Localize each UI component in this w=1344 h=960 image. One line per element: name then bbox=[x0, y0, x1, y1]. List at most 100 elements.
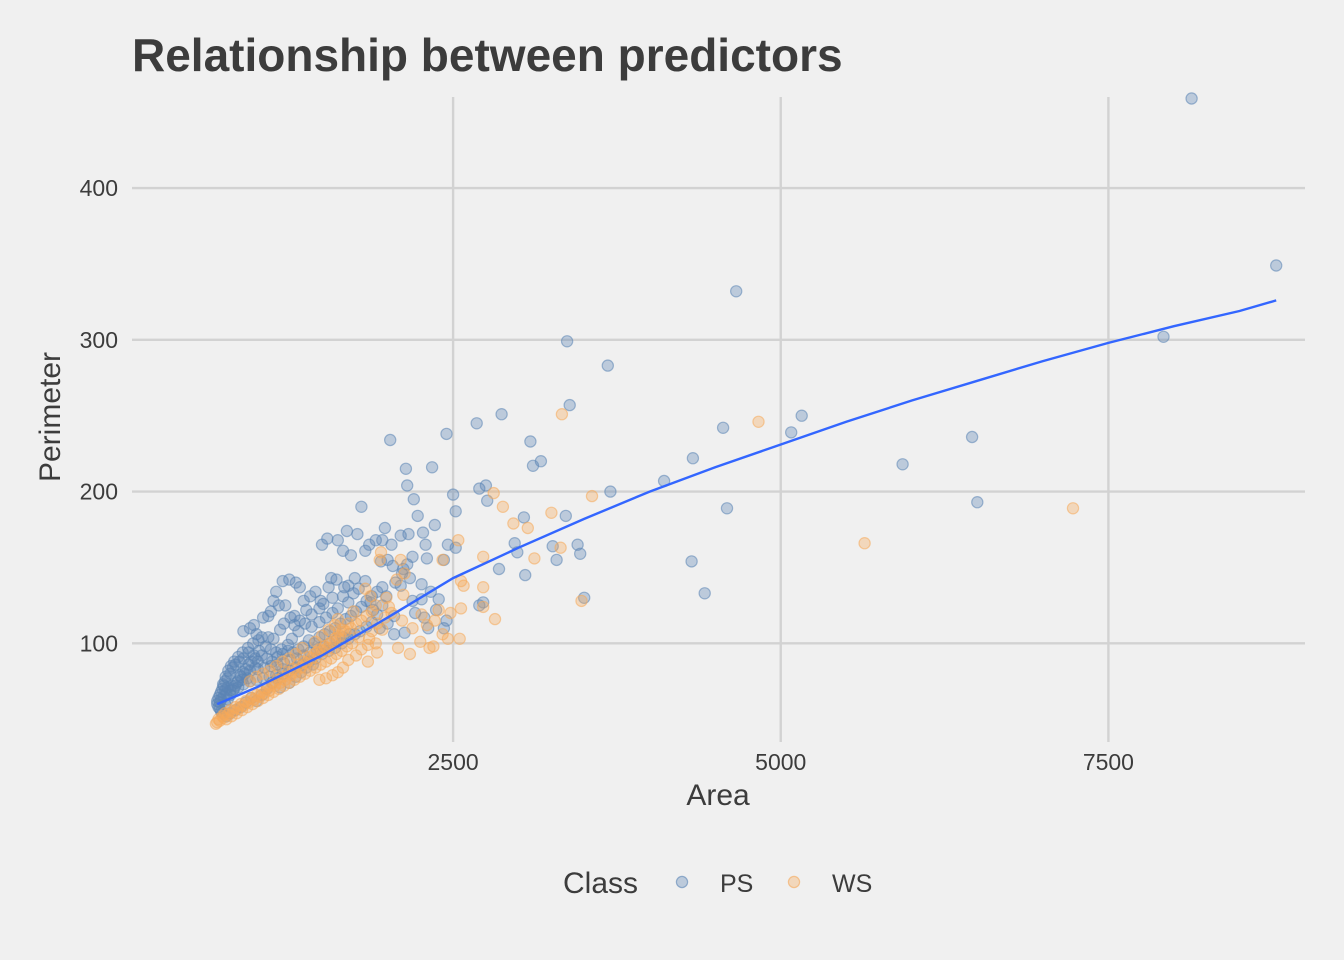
data-point-ws bbox=[380, 591, 393, 605]
data-point-ws bbox=[477, 550, 490, 564]
data-point-ps bbox=[441, 538, 455, 551]
data-point-ws bbox=[391, 641, 405, 655]
data-point-ps bbox=[315, 538, 329, 551]
data-point-ws bbox=[256, 667, 270, 680]
data-point-ws bbox=[382, 600, 396, 614]
data-point-ps bbox=[406, 550, 419, 564]
data-point-ps bbox=[352, 582, 365, 595]
data-point-ws bbox=[432, 603, 445, 617]
data-point-ws bbox=[507, 517, 520, 530]
data-point-ps bbox=[604, 485, 617, 498]
x-tick-label: 7500 bbox=[1083, 749, 1134, 775]
data-point-ps bbox=[322, 581, 335, 594]
data-point-ps bbox=[279, 599, 292, 612]
data-point-ws bbox=[752, 415, 765, 428]
data-point-ps bbox=[319, 611, 333, 624]
data-point-ws bbox=[420, 618, 434, 632]
data-point-ws bbox=[452, 534, 465, 547]
legend: Class PS WS bbox=[563, 867, 872, 900]
data-point-ps bbox=[432, 593, 445, 606]
data-point-ps bbox=[795, 409, 808, 422]
data-point-ps bbox=[314, 594, 327, 608]
data-point-ps bbox=[685, 555, 698, 568]
data-point-ws bbox=[453, 632, 466, 646]
data-point-ps bbox=[571, 538, 584, 551]
legend-key-ws bbox=[787, 875, 801, 889]
data-point-ws bbox=[423, 641, 436, 655]
trend-line bbox=[216, 299, 1277, 706]
data-point-ps bbox=[415, 578, 428, 591]
data-point-ps bbox=[420, 552, 434, 565]
data-point-ws bbox=[395, 614, 409, 627]
chart-title: Relationship between predictors bbox=[132, 29, 843, 81]
data-point-ws bbox=[373, 553, 386, 567]
data-point-ps bbox=[270, 585, 283, 599]
data-point-ws bbox=[457, 579, 470, 592]
data-point-ps bbox=[550, 553, 563, 567]
legend-title: Class bbox=[563, 867, 638, 900]
data-point-ps bbox=[519, 568, 532, 582]
data-point-ws bbox=[1066, 502, 1080, 515]
x-tick-label: 5000 bbox=[755, 749, 806, 775]
data-point-ps bbox=[378, 521, 392, 535]
data-point-ws bbox=[365, 605, 378, 618]
data-point-ps bbox=[965, 430, 979, 444]
data-point-ps bbox=[336, 590, 350, 603]
legend-label-ws: WS bbox=[832, 870, 872, 898]
data-point-ws bbox=[477, 600, 490, 614]
x-axis-title: Area bbox=[686, 779, 750, 812]
data-point-ps bbox=[394, 529, 407, 542]
data-point-ps bbox=[331, 534, 344, 547]
data-point-ws bbox=[322, 623, 335, 636]
data-point-ps bbox=[416, 526, 430, 539]
data-point-ps bbox=[351, 527, 364, 541]
data-point-ps bbox=[297, 594, 310, 608]
data-point-ws bbox=[406, 622, 419, 635]
data-point-ps bbox=[305, 620, 318, 633]
data-point-ps bbox=[219, 670, 232, 683]
data-point-ws bbox=[477, 581, 490, 594]
legend-label-ps: PS bbox=[720, 870, 753, 898]
data-point-ps bbox=[563, 398, 576, 412]
data-point-ws bbox=[347, 605, 360, 618]
data-point-ws bbox=[414, 635, 427, 649]
data-point-ps bbox=[440, 427, 453, 441]
data-point-ws bbox=[359, 582, 372, 595]
data-point-ws bbox=[276, 655, 289, 668]
data-point-ws bbox=[289, 647, 302, 661]
data-point-ps bbox=[601, 359, 615, 372]
data-point-ws bbox=[436, 553, 449, 567]
x-tick-label: 2500 bbox=[428, 749, 479, 775]
data-point-ws bbox=[487, 486, 500, 500]
data-point-ps bbox=[470, 417, 483, 430]
data-point-ps bbox=[1157, 330, 1170, 343]
data-point-ps bbox=[785, 426, 798, 439]
data-point-ws bbox=[545, 506, 558, 519]
data-point-ps bbox=[363, 538, 376, 551]
data-point-ps bbox=[387, 628, 401, 641]
data-point-ws bbox=[331, 612, 344, 626]
data-point-ps bbox=[473, 482, 486, 495]
data-point-ws bbox=[554, 541, 567, 554]
data-point-ws bbox=[390, 573, 403, 586]
data-point-ps bbox=[273, 623, 287, 636]
data-point-ws bbox=[370, 646, 384, 659]
data-point-ps bbox=[720, 502, 734, 515]
data-point-ws bbox=[454, 602, 468, 615]
data-point-ps bbox=[369, 534, 382, 547]
data-point-ps bbox=[574, 547, 587, 561]
data-point-ps bbox=[407, 493, 420, 506]
data-point-ws bbox=[328, 618, 342, 632]
data-point-ps bbox=[686, 452, 700, 465]
data-point-ws bbox=[528, 552, 541, 565]
data-point-ps bbox=[276, 574, 289, 588]
data-point-ps bbox=[716, 421, 730, 434]
data-point-ps bbox=[359, 544, 372, 558]
data-point-ps bbox=[288, 609, 301, 623]
data-point-ps bbox=[289, 576, 302, 589]
data-point-ps bbox=[425, 461, 439, 474]
y-tick-label: 200 bbox=[80, 479, 118, 505]
data-point-ps bbox=[231, 650, 245, 664]
data-point-ws bbox=[496, 500, 510, 513]
